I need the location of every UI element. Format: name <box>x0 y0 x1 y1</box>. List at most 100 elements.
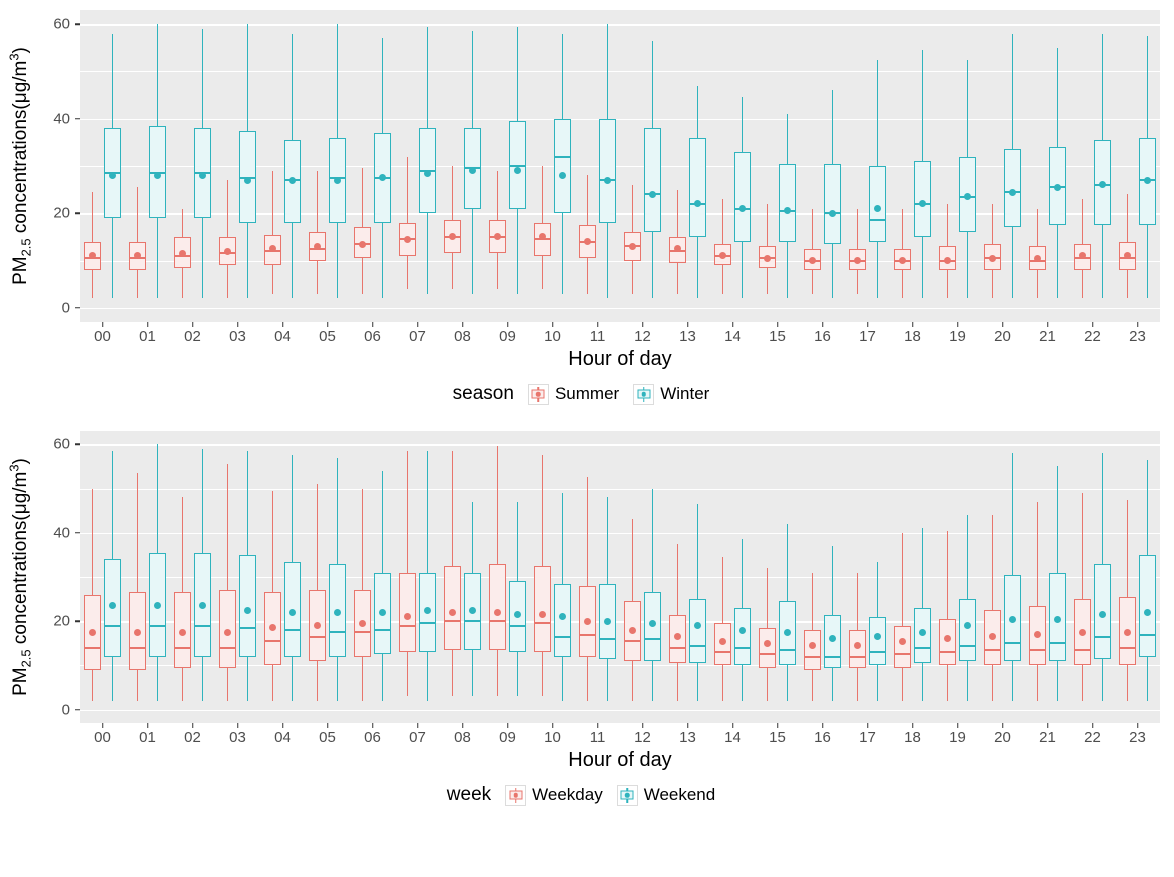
x-tick-label: 16 <box>814 328 831 345</box>
mean-dot <box>898 637 906 645</box>
mean-dot <box>1123 628 1131 636</box>
median-line <box>824 655 842 658</box>
x-tick-label: 05 <box>319 328 336 345</box>
mean-dot <box>289 176 297 184</box>
x-tick-label: 13 <box>679 328 696 345</box>
median-line <box>554 155 572 158</box>
mean-dot <box>514 611 522 619</box>
box <box>443 565 461 650</box>
x-tick-label: 19 <box>949 729 966 746</box>
median-line <box>713 651 731 654</box>
mean-dot <box>1078 252 1086 260</box>
x-tick-label: 23 <box>1129 729 1146 746</box>
mean-dot <box>583 617 591 625</box>
grid-line-minor <box>80 488 1160 490</box>
x-tick-label: 20 <box>994 328 1011 345</box>
box-whisker <box>406 156 409 289</box>
mean-dot <box>649 619 657 627</box>
mean-dot <box>223 628 231 636</box>
x-tick-label: 07 <box>409 328 426 345</box>
x-tick-label: 10 <box>544 328 561 345</box>
x-tick-mark <box>956 723 959 728</box>
axis-spacer <box>2 322 80 346</box>
mean-dot <box>379 608 387 616</box>
box <box>869 616 887 666</box>
mean-dot <box>1054 183 1062 191</box>
mean-dot <box>313 622 321 630</box>
y-tick-mark <box>75 532 80 534</box>
mean-dot <box>874 633 882 641</box>
box <box>554 118 572 214</box>
median-line <box>1049 642 1067 645</box>
x-tick-label: 23 <box>1129 328 1146 345</box>
mean-dot <box>538 611 546 619</box>
mean-dot <box>1009 188 1017 196</box>
x-tick-mark <box>191 322 194 327</box>
y-axis-title-text: ) <box>9 47 31 54</box>
median-line <box>779 649 797 651</box>
median-line <box>488 620 506 623</box>
median-line <box>308 635 326 638</box>
box-whisker <box>91 488 94 701</box>
y-tick-label: 40 <box>53 110 70 128</box>
x-tick-label: 12 <box>634 729 651 746</box>
axis-spacer <box>2 723 80 747</box>
median-line <box>83 646 101 649</box>
plot-area <box>80 431 1160 723</box>
mean-dot <box>493 233 501 241</box>
mean-dot <box>943 257 951 265</box>
mean-dot <box>784 207 792 215</box>
median-line <box>263 640 281 643</box>
x-tick-label: 11 <box>589 328 606 345</box>
mean-dot <box>244 176 252 184</box>
y-tick-mark <box>75 443 80 446</box>
median-line <box>1139 633 1157 636</box>
median-line <box>104 624 122 627</box>
x-tick-mark <box>551 322 554 327</box>
x-tick-label: 17 <box>859 729 876 746</box>
key-mean-dot <box>641 391 646 397</box>
x-tick-mark <box>686 723 689 728</box>
box-whisker <box>991 515 994 701</box>
mean-dot <box>964 193 972 201</box>
y-axis-title-sub: 2.5 <box>18 649 34 668</box>
mean-dot <box>1144 608 1152 616</box>
mean-dot <box>763 639 771 647</box>
median-line <box>173 646 191 649</box>
mean-dot <box>874 205 882 213</box>
y-tick-mark <box>75 620 80 622</box>
mean-dot <box>469 167 477 175</box>
median-line <box>284 629 302 632</box>
legend-title: week <box>446 784 492 805</box>
median-line <box>914 646 932 649</box>
box <box>824 163 842 244</box>
median-line <box>194 624 212 627</box>
box <box>893 625 911 668</box>
key-mean-dot <box>513 792 518 798</box>
x-tick-mark <box>731 322 734 327</box>
box <box>239 554 257 657</box>
x-tick-mark <box>101 322 104 327</box>
legend-label: Weekend <box>643 785 716 804</box>
grid-line-major <box>80 621 1160 623</box>
median-line <box>1118 646 1136 649</box>
mean-dot <box>289 608 297 616</box>
box <box>509 121 527 209</box>
median-line <box>419 622 437 625</box>
y-tick-label: 20 <box>53 204 70 222</box>
x-axis-title: Hour of day <box>568 348 672 370</box>
x-axis-ticks: 00 01 02 03 04 05 06 07 08 09 10 11 12 13 14 15 16 17 18 19… <box>80 322 1160 346</box>
mean-dot <box>244 606 252 614</box>
x-tick-mark <box>1091 723 1094 728</box>
mean-dot <box>1078 628 1086 636</box>
x-tick-mark <box>776 322 779 327</box>
grid-line-minor <box>80 71 1160 73</box>
median-line <box>509 624 527 627</box>
box <box>1139 554 1157 657</box>
x-tick-label: 08 <box>454 328 471 345</box>
median-line <box>668 646 686 649</box>
grid-line-major <box>80 709 1160 712</box>
axis-spacer <box>2 346 80 371</box>
y-axis-title-sub: 2.5 <box>18 238 34 257</box>
median-line <box>1073 649 1091 651</box>
